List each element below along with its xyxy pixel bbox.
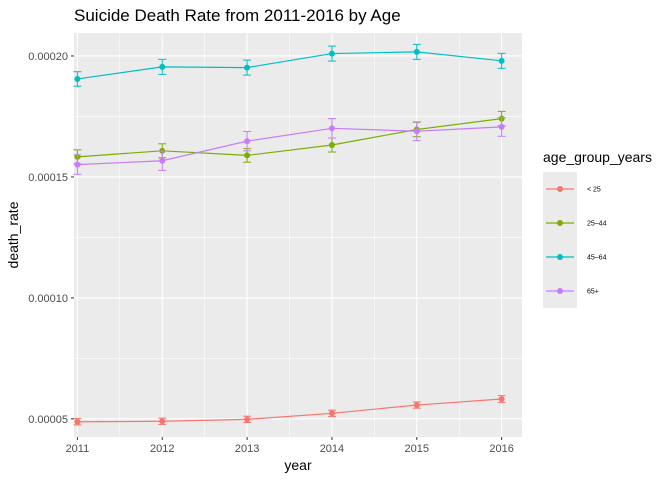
x-tick-label: 2013 (235, 443, 259, 455)
data-point (159, 157, 166, 164)
x-tick-label: 2014 (320, 443, 344, 455)
series-line (77, 126, 502, 166)
x-tick-label: 2016 (489, 443, 513, 455)
y-tick-label: 0.00020 (28, 51, 68, 63)
data-point (244, 138, 251, 145)
data-point (74, 75, 81, 82)
x-tick-label: 2012 (150, 443, 174, 455)
data-point (413, 128, 420, 135)
legend-key-point (557, 288, 563, 294)
legend-title: age_group_years (543, 149, 652, 165)
x-tick-label: 2015 (405, 443, 429, 455)
series-line (77, 398, 502, 423)
series-line (77, 51, 502, 80)
series-layer (73, 43, 506, 426)
data-point (244, 64, 251, 71)
chart-title: Suicide Death Rate from 2011-2016 by Age (74, 6, 401, 25)
plot-panel (74, 33, 522, 437)
series-group (73, 43, 506, 87)
data-point (413, 48, 420, 55)
data-point (159, 418, 166, 425)
y-tick-label: 0.00010 (28, 293, 68, 305)
legend-label: 45–64 (587, 255, 607, 262)
data-point (328, 410, 335, 417)
legend-label: 65+ (587, 289, 599, 296)
legend-item: 25–44 (543, 206, 607, 240)
data-point (498, 396, 505, 403)
data-point (159, 63, 166, 70)
legend-item: < 25 (543, 172, 601, 206)
data-point (74, 161, 81, 168)
data-point (244, 152, 251, 159)
data-point (244, 416, 251, 423)
series-group (73, 116, 506, 175)
data-point (328, 142, 335, 149)
data-point (328, 125, 335, 132)
y-tick-label: 0.00015 (28, 172, 68, 184)
series-line (77, 118, 502, 158)
x-tick-label: 2011 (66, 443, 90, 455)
legend-key-point (557, 220, 563, 226)
data-point (498, 123, 505, 130)
y-tick-label: 0.00005 (28, 414, 68, 426)
grid-minor (74, 33, 522, 437)
legend: age_group_years < 25 25–44 45–64 65+ (543, 149, 652, 308)
x-axis-title: year (284, 457, 312, 473)
data-point (74, 418, 81, 425)
legend-items: < 25 25–44 45–64 65+ (543, 172, 607, 308)
data-point (413, 402, 420, 409)
y-axis-title: death_rate (5, 201, 21, 268)
legend-label: 25–44 (587, 221, 607, 228)
data-point (498, 57, 505, 64)
y-axis: 0.00005 0.00010 0.00015 0.00020 (28, 51, 74, 426)
legend-item: 45–64 (543, 240, 607, 274)
legend-label: < 25 (587, 187, 601, 194)
legend-key-point (557, 254, 563, 260)
data-point (328, 50, 335, 57)
series-group (73, 395, 506, 426)
grid-major (74, 33, 522, 437)
x-axis: 2011 2012 2013 2014 2015 2016 (66, 437, 514, 455)
legend-item: 65+ (543, 274, 599, 308)
legend-key-point (557, 186, 563, 192)
